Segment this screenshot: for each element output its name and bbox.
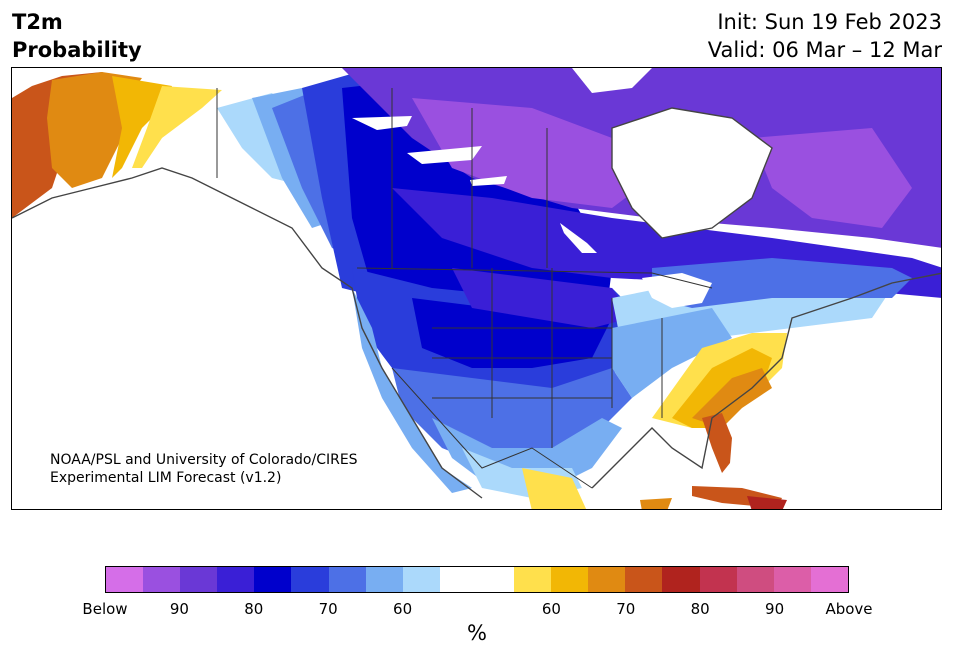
- lake-winnipeg: [560, 223, 597, 253]
- coastlines: [12, 107, 941, 499]
- colorbar-tick-label: 70: [616, 600, 636, 618]
- region-hispaniola-orange: [640, 498, 672, 509]
- credit-line-1: NOAA/PSL and University of Colorado/CIRE…: [50, 452, 358, 468]
- colorbar-tick-label: Above: [825, 600, 873, 618]
- colorbar-tick-label: 60: [541, 600, 561, 618]
- great-slave-lake: [407, 146, 482, 164]
- colorbar-tick-label: 80: [244, 600, 264, 618]
- colorbar-swatch: [476, 567, 515, 592]
- colorbar-tick-label: 70: [318, 600, 338, 618]
- colorbar-tick-label: Below: [82, 600, 128, 618]
- colorbar-tick-label: 60: [393, 600, 413, 618]
- probability-map: NOAA/PSL and University of Colorado/CIRE…: [11, 67, 942, 510]
- arctic-water: [572, 68, 652, 93]
- title-subtitle: Probability: [12, 38, 142, 62]
- hudson-bay: [612, 108, 772, 238]
- forecast-dates: Init: Sun 19 Feb 2023 Valid: 06 Mar – 12…: [708, 8, 942, 64]
- lake-athabasca: [470, 176, 507, 186]
- colorbar-swatch: [662, 567, 700, 592]
- region-alaska-yellow: [132, 86, 222, 168]
- colorbar-swatch: [625, 567, 663, 592]
- colorbar-swatch: [773, 567, 811, 592]
- colorbar-swatch: [514, 567, 552, 592]
- credit-text: NOAA/PSL and University of Colorado/CIRE…: [50, 451, 358, 487]
- colorbar-swatch: [180, 567, 218, 592]
- colorbar-swatch: [143, 567, 181, 592]
- colorbar-swatch: [402, 567, 440, 592]
- colorbar-swatch: [699, 567, 737, 592]
- credit-line-2: Experimental LIM Forecast (v1.2): [50, 470, 282, 486]
- great-bear-lake: [352, 116, 412, 130]
- colorbar-swatch: [439, 567, 477, 592]
- colorbar-swatch: [551, 567, 589, 592]
- colorbar-tick-label: 90: [765, 600, 785, 618]
- region-cuba-red: [747, 496, 787, 509]
- region-ne-blue: [652, 258, 912, 308]
- colorbar-unit: %: [467, 621, 487, 645]
- colorbar-tick-label: 80: [690, 600, 710, 618]
- colorbar-swatch: [328, 567, 366, 592]
- colorbar-swatch: [736, 567, 774, 592]
- region-alaska-orange: [12, 72, 122, 218]
- colorbar-swatch: [365, 567, 403, 592]
- colorbar: [105, 566, 849, 593]
- colorbar-tick-label: 90: [169, 600, 189, 618]
- region-labrador-violet: [752, 128, 912, 228]
- colorbar-swatch: [291, 567, 329, 592]
- colorbar-swatch: [254, 567, 292, 592]
- region-east-midblue: [612, 308, 732, 398]
- valid-date: Valid: 06 Mar – 12 Mar: [707, 38, 942, 62]
- political-borders: [216, 88, 713, 489]
- init-date: Init: Sun 19 Feb 2023: [717, 10, 942, 34]
- colorbar-swatch: [810, 567, 848, 592]
- colorbar-swatch: [217, 567, 255, 592]
- colorbar-swatch: [106, 567, 144, 592]
- chart-title: T2m Probability: [12, 8, 142, 64]
- region-mexico-yellow: [522, 468, 587, 509]
- title-variable: T2m: [12, 10, 63, 34]
- great-lakes: [642, 273, 712, 308]
- map-svg: [12, 68, 941, 509]
- region-se-amber: [692, 368, 772, 428]
- colorbar-swatch: [588, 567, 626, 592]
- region-us-indigo: [452, 268, 632, 328]
